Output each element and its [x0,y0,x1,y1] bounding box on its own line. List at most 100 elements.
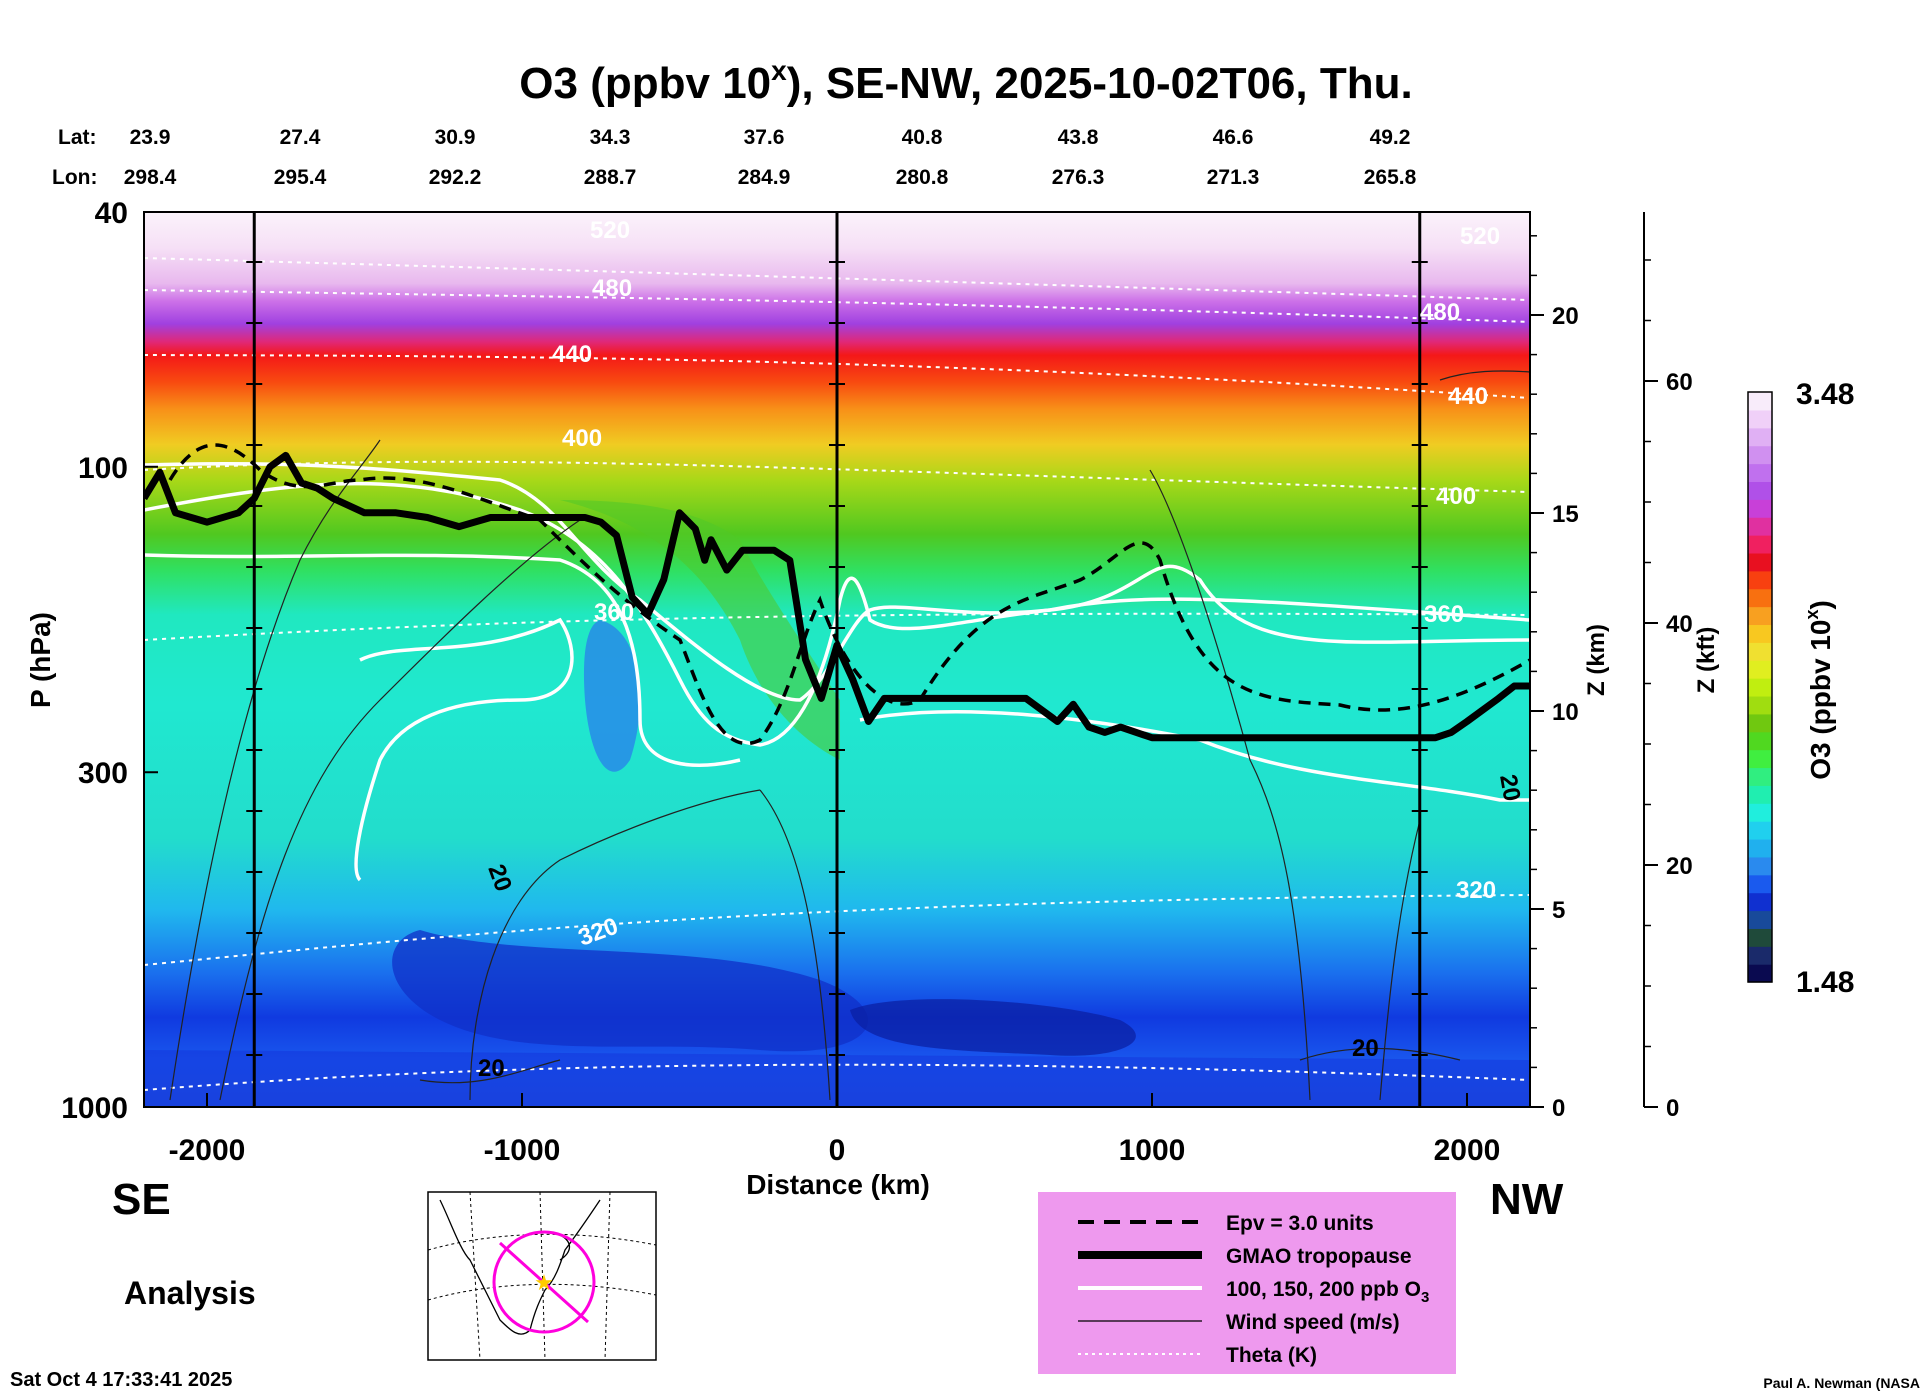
colorbar-cell [1748,785,1772,804]
legend-item-label: Epv = 3.0 units [1226,1212,1374,1235]
wind-contour-1 [169,439,381,1101]
lat-value: 46.6 [1213,126,1254,149]
z-kft-axis-label: Z (kft) [1693,627,1720,694]
low-ozone-region-left [392,930,868,1052]
wind-contour-4 [759,789,831,1101]
lon-value: 276.3 [1052,166,1105,189]
colorbar-cell [1748,481,1772,500]
theta-label-480-a: 480 [592,275,632,302]
direction-label-nw: NW [1490,1175,1564,1224]
theta-label-400-a: 400 [562,425,602,452]
chart-title: O3 (ppbv 10x), SE-NW, 2025-10-02T06, Thu… [519,55,1412,108]
lon-value: 295.4 [274,166,327,189]
legend-item-label: Theta (K) [1226,1344,1317,1367]
z-kft-tick-label: 40 [1666,611,1693,638]
theta-contour-520 [144,257,1530,301]
colorbar-cell [1748,838,1772,858]
colorbar-min-label: 1.48 [1796,966,1854,999]
colorbar-cell [1748,552,1772,572]
ozone-contour-150ppb [144,461,1530,702]
theta-label-360-b: 360 [1424,601,1464,628]
wind-label-20-c: 20 [1352,1035,1379,1062]
colorbar-cell [1748,463,1772,482]
wind-contour-8 [419,1059,561,1084]
inset-map: ★ [427,1191,657,1361]
colorbar-cell [1748,660,1772,679]
colorbar-cell [1748,767,1772,786]
x-tick-label: 2000 [1434,1134,1501,1167]
wind-speed-contours [169,370,1530,1101]
colorbar-cell [1748,821,1772,840]
wind-label-20-b: 20 [478,1055,505,1082]
colorbar-cell [1748,427,1772,447]
colorbar-cell [1748,445,1772,465]
lat-lon-header: Lat: Lon: 23.9 27.4 30.9 34.3 37.6 40.8 43.8 46… [52,126,1417,189]
lon-value: 265.8 [1364,166,1417,189]
x-tick-label: 0 [829,1134,846,1167]
colorbar-cell [1748,964,1772,983]
z-km-tick-label: 0 [1552,1095,1565,1122]
colorbar-cell [1748,517,1772,536]
lat-label: Lat: [58,126,97,149]
colorbar-cell [1748,535,1772,554]
colorbar-title: O3 (ppbv 10x) [1802,600,1836,780]
colorbar-cell [1748,392,1772,411]
y-tick-label: 1000 [61,1092,128,1125]
colorbar-cell [1748,946,1772,965]
colorbar-cell [1748,499,1772,518]
direction-label-se: SE [112,1175,171,1224]
inset-map-range-circle [492,1230,596,1334]
timestamp: Sat Oct 4 17:33:41 2025 [10,1369,232,1391]
colorbar-cell [1748,803,1772,822]
ozone-contour-200ppb [144,553,741,767]
colorbar-cell [1748,874,1772,894]
inset-map-section-line [498,1241,590,1324]
z-km-tick-label: 20 [1552,303,1579,330]
wind-contour-5 [1149,469,1311,1101]
z-kft-tick-label: 60 [1666,369,1693,396]
y-axis-z-km: 0 5 10 15 20 [1530,235,1579,1122]
lon-value: 292.2 [429,166,482,189]
ozone-contour-pocket-left [354,617,574,882]
wind-contour-6 [1439,370,1530,381]
colorbar-cell [1748,731,1772,751]
tropopause-line [144,451,1530,742]
wind-contour-3 [469,789,761,1101]
theta-label-480-b: 480 [1420,299,1460,326]
lat-value: 27.4 [280,126,321,149]
colorbar-frame [1747,391,1773,983]
inset-map-center-star-icon: ★ [534,1270,554,1295]
y-axis-label: P (hPa) [25,612,56,708]
z-km-axis-label: Z (km) [1583,624,1610,696]
wind-label-20-d: 20 [1494,772,1525,803]
lat-value: 34.3 [590,126,631,149]
wind-contour-7 [1379,819,1421,1101]
colorbar-cell [1748,892,1772,912]
lat-value: 40.8 [902,126,943,149]
lat-value: 30.9 [435,126,476,149]
colorbar-max-label: 3.48 [1796,378,1854,411]
colorbar-cell [1748,856,1772,876]
plot-area [144,212,1530,1107]
y-tick-label: 40 [95,197,128,230]
y-tick-label: 100 [78,452,128,485]
colorbar-cell [1748,713,1772,733]
lat-value: 37.6 [744,126,785,149]
theta-contours [144,257,1530,1091]
theta-label-400-b: 400 [1436,483,1476,510]
theta-contour-400 [144,460,1530,493]
theta-label-360-a: 360 [594,599,634,626]
lon-value: 288.7 [584,166,637,189]
colorbar-cell [1748,606,1772,626]
ozone-contour-100ppb [144,481,1530,747]
theta-label-320-b: 320 [1456,877,1496,904]
x-tick-label: -2000 [169,1134,246,1167]
colorbar-cell [1748,409,1772,429]
theta-label-520-a: 520 [590,217,630,244]
ozone-fold-region [560,500,840,760]
theta-contour-320 [144,894,1530,966]
lon-value: 271.3 [1207,166,1260,189]
z-km-tick-label: 15 [1552,501,1579,528]
low-ozone-pocket [583,620,640,772]
